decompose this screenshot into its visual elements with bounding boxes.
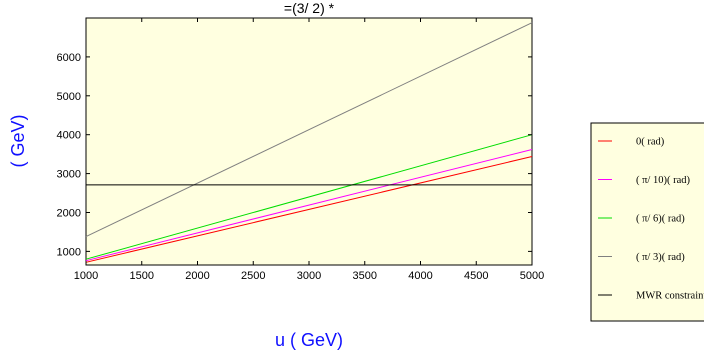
y-tick-label: 5000 [57,91,81,103]
x-tick-label: 2500 [241,270,265,282]
legend-label: ( π/ 6)( rad) [636,214,685,225]
x-axis-label: u ( GeV) [275,330,343,350]
y-axis: 1000 2000 3000 4000 5000 6000 [57,52,532,258]
x-tick-label: 4500 [464,270,488,282]
series-line-1 [85,149,533,262]
x-tick-label: 3000 [297,270,321,282]
legend-items: 0( rad) ( π/ 10)( rad) ( π/ 6)( rad) ( π/ 3… [598,137,704,302]
series-line-3 [85,22,533,238]
series-line-2 [85,134,533,260]
x-tick-label: 3500 [353,270,377,282]
x-tick-label: 2000 [185,270,209,282]
plot-lines [85,22,533,263]
y-tick-label: 4000 [57,130,81,142]
plot-area [85,17,533,266]
legend-label: 0( rad) [636,137,665,148]
chart-title: =(3/ 2) * [284,0,335,16]
x-tick-label: 5000 [520,270,544,282]
legend-label: MWR constraint [636,291,704,302]
y-axis-label: ( GeV) [8,114,28,167]
x-tick-label: 1000 [74,270,98,282]
y-tick-label: 3000 [57,169,81,181]
legend [590,122,704,322]
x-tick-label: 1500 [130,270,154,282]
y-tick-label: 2000 [57,207,81,219]
x-tick-label: 4000 [408,270,432,282]
legend-label: ( π/ 3)( rad) [636,252,685,263]
x-axis: 1000 1500 2000 2500 3000 3500 4000 4500 5000 [74,18,544,282]
legend-label: ( π/ 10)( rad) [636,175,690,186]
series-line-0 [85,156,533,263]
y-tick-label: 1000 [57,246,81,258]
y-tick-label: 6000 [57,52,81,64]
